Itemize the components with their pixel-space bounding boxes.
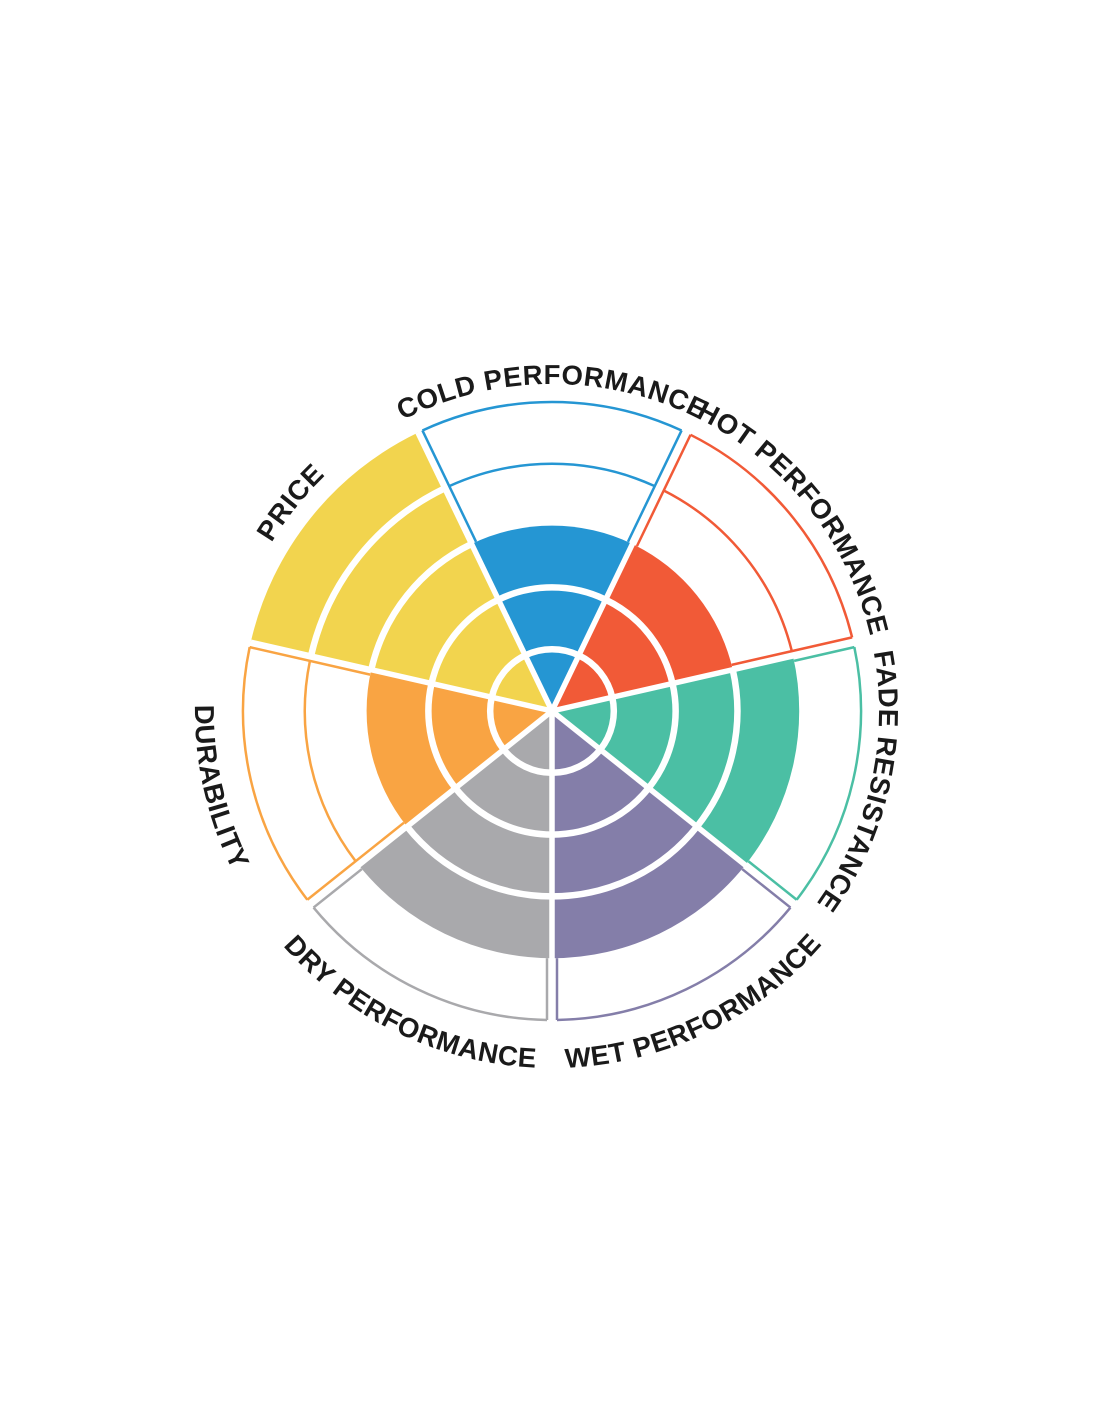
- sector-fill-wet-performance: [552, 711, 746, 959]
- level-outline-radial: [747, 860, 798, 901]
- level-outline-arc: [448, 462, 656, 488]
- sector-fill-price: [250, 432, 552, 711]
- sector-separator: [551, 639, 854, 714]
- sector-fill-durability: [366, 669, 552, 827]
- ring-grid-arc: [428, 596, 500, 685]
- level-outline-arc: [421, 400, 683, 432]
- sector-separators: [250, 431, 854, 1020]
- sector-separator: [415, 431, 555, 713]
- sector-outline-hot-performance: [635, 433, 854, 667]
- level-outline-radial: [249, 645, 371, 676]
- level-outline-radial: [312, 868, 363, 909]
- sector-separator: [550, 708, 796, 906]
- ring-grid-arc: [597, 696, 618, 752]
- sector-outline-dry-performance: [312, 868, 549, 1022]
- level-outline-arc: [312, 906, 548, 1022]
- level-outline-arc: [241, 646, 309, 901]
- level-outline-radial: [741, 868, 792, 909]
- ring-grid-arc: [604, 596, 676, 685]
- ring-grid-arc: [646, 682, 679, 791]
- ring-grid-arc: [307, 485, 447, 657]
- level-outline-radial: [306, 821, 405, 901]
- sector-separator: [549, 431, 689, 713]
- category-label-fade-resistance: FADE RESISTANCE: [811, 648, 904, 918]
- ring-grid-arc: [551, 747, 603, 777]
- ring-grid-arc: [368, 541, 473, 671]
- category-label-cold-performance: COLD PERFORMANCE: [392, 359, 713, 426]
- ring-grid-arc: [501, 747, 553, 777]
- level-outline-arc: [689, 433, 854, 638]
- ring-grid-arc: [488, 652, 527, 699]
- ring-grid-arc: [496, 584, 608, 603]
- sector-fill-dry-performance: [358, 711, 552, 959]
- level-outline-radial: [635, 434, 692, 547]
- level-outline-radial: [731, 636, 853, 667]
- sector-separator: [308, 708, 554, 906]
- sector-outline-durability: [241, 645, 405, 901]
- ring-grid-arc: [404, 824, 553, 900]
- category-label-durability: DURABILITY: [189, 705, 256, 874]
- level-outline-arc: [795, 646, 863, 901]
- ring-grid-arc: [577, 652, 616, 699]
- ring-grid-arc: [551, 824, 700, 900]
- ring-grid-arc: [523, 646, 581, 659]
- ring-grid-arc: [452, 786, 553, 838]
- level-outline-arc: [556, 906, 792, 1022]
- level-outline-radial: [626, 429, 683, 543]
- level-outline-radial: [793, 645, 855, 663]
- ring-grid-arc: [425, 682, 458, 791]
- level-outline-radial: [421, 429, 478, 543]
- sector-outlines: [241, 400, 863, 1022]
- sector-outline-cold-performance: [421, 400, 683, 543]
- sector-fill-cold-performance: [471, 525, 633, 711]
- ring-grid-arc: [486, 696, 507, 752]
- ring-grid-arc: [694, 669, 741, 829]
- sector-separator: [250, 639, 553, 714]
- level-outline-arc: [303, 660, 357, 862]
- sector-outline-wet-performance: [555, 868, 792, 1022]
- sector-outline-fade-resistance: [747, 645, 863, 901]
- level-outline-arc: [663, 489, 794, 652]
- ring-grid-arc: [551, 786, 652, 838]
- ring-grid-lines: [307, 485, 741, 900]
